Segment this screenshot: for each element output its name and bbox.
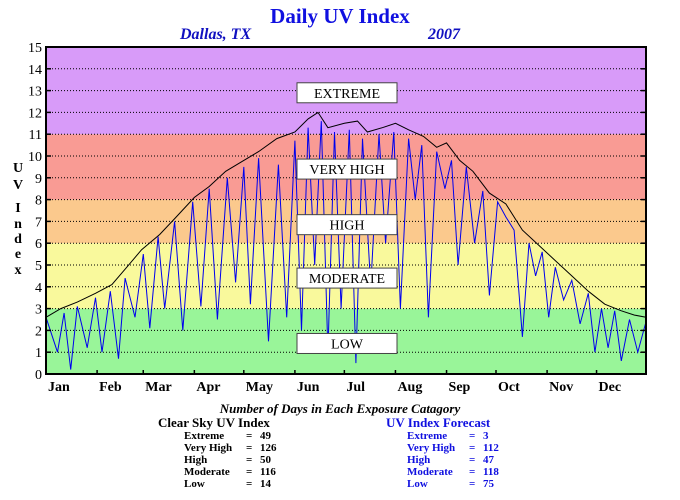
band-label: VERY HIGH <box>309 163 384 178</box>
stat-value: 126 <box>260 442 277 454</box>
forecast-row: Very High = 112 <box>407 442 499 454</box>
band-label-box <box>296 82 398 104</box>
stat-value: 14 <box>260 478 271 490</box>
x-tick-label: Oct <box>498 380 520 395</box>
clear-sky-row: Low = 14 <box>184 478 271 490</box>
y-tick-label: 2 <box>35 324 42 339</box>
stat-name: Extreme <box>184 430 225 442</box>
year-label: 2007 <box>428 26 460 43</box>
stat-value: 49 <box>260 430 271 442</box>
y-tick-label: 11 <box>29 128 42 143</box>
chart-title: Daily UV Index <box>270 4 410 28</box>
series-lines <box>45 111 647 370</box>
band-label-box <box>296 332 398 354</box>
y-tick-label: 10 <box>28 150 42 165</box>
forecast-row: Moderate = 118 <box>407 466 499 478</box>
x-tick-label: Sep <box>449 380 471 395</box>
y-tick-label: 8 <box>35 194 42 209</box>
band-label-box <box>296 267 398 289</box>
clear-sky-row: Moderate = 116 <box>184 466 276 478</box>
y-tick-label: 13 <box>28 85 42 100</box>
x-tick-label: Jun <box>297 380 320 395</box>
y-axis-label-letter: d <box>14 232 22 247</box>
band-labels: EXTREME VERY HIGH HIGH MODERATE LOW <box>296 82 398 354</box>
plot-frame <box>45 46 647 375</box>
y-tick-label: 14 <box>28 63 42 78</box>
clear-sky-heading: Clear Sky UV Index <box>158 415 270 430</box>
x-tick-label: Mar <box>145 380 171 395</box>
y-tick-label: 0 <box>35 368 42 383</box>
stat-name: Extreme <box>407 430 448 442</box>
band-label-box <box>296 214 398 236</box>
y-tick-label: 9 <box>35 172 42 187</box>
y-tick-label: 5 <box>35 259 42 274</box>
y-axis-label-letter: U <box>13 161 23 176</box>
stat-name: Moderate <box>184 466 230 478</box>
y-axis-label-letter: I <box>15 201 20 216</box>
clear-sky-row: Extreme = 49 <box>184 430 271 442</box>
y-tick-label: 12 <box>28 106 42 121</box>
x-axis: Jan Feb Mar Apr May Jun Jul Aug Sep Oct Nov Dec <box>45 370 622 395</box>
series-uv-index-forecast <box>45 121 647 370</box>
stat-value: 47 <box>483 454 494 466</box>
location-label: Dallas, TX <box>180 26 252 43</box>
stat-value: 50 <box>260 454 271 466</box>
stats-title: Number of Days in Each Exposure Catagory <box>219 401 461 416</box>
band-label: MODERATE <box>309 272 385 287</box>
x-tick-label: Nov <box>549 380 573 395</box>
stat-name: Low <box>184 478 205 490</box>
forecast-row: Extreme = 3 <box>407 430 489 442</box>
y-tick-label: 1 <box>35 346 42 361</box>
stat-value: 3 <box>483 430 489 442</box>
y-axis-label-letter: n <box>14 217 22 232</box>
stat-value: 112 <box>483 442 499 454</box>
y-tick-label: 7 <box>35 215 42 230</box>
clear-sky-row: Very High = 126 <box>184 442 277 454</box>
stat-name: High <box>407 454 431 466</box>
clear-sky-row: High = 50 <box>184 454 271 466</box>
forecast-row: Low = 75 <box>407 478 494 490</box>
band-label-box <box>296 158 398 180</box>
y-tick-label: 3 <box>35 303 42 318</box>
band-label: HIGH <box>330 219 365 234</box>
stat-name: Moderate <box>407 466 453 478</box>
x-tick-label: Dec <box>599 380 622 395</box>
y-axis-label-letter: V <box>13 178 23 193</box>
x-tick-label: May <box>246 380 273 395</box>
x-tick-label: Apr <box>196 380 220 395</box>
band-label: LOW <box>331 337 364 352</box>
forecast-heading: UV Index Forecast <box>386 415 491 430</box>
stat-name: Very High <box>407 442 456 454</box>
stat-name: Low <box>407 478 428 490</box>
y-tick-label: 4 <box>35 281 42 296</box>
stat-name: High <box>184 454 208 466</box>
y-tick-label: 6 <box>35 237 42 252</box>
y-axis-label-letter: e <box>15 247 21 262</box>
forecast-row: High = 47 <box>407 454 494 466</box>
x-tick-label: Aug <box>397 380 422 395</box>
band-label: EXTREME <box>314 87 380 102</box>
x-tick-label: Feb <box>99 380 122 395</box>
stat-name: Very High <box>184 442 233 454</box>
x-tick-label: Jul <box>346 380 365 395</box>
stat-value: 75 <box>483 478 494 490</box>
y-axis-label-letter: x <box>15 263 22 278</box>
stat-value: 116 <box>260 466 276 478</box>
y-tick-label: 15 <box>28 41 42 56</box>
series-clear-sky-uv-index <box>45 111 647 318</box>
x-tick-label: Jan <box>48 380 70 395</box>
stat-value: 118 <box>483 466 499 478</box>
